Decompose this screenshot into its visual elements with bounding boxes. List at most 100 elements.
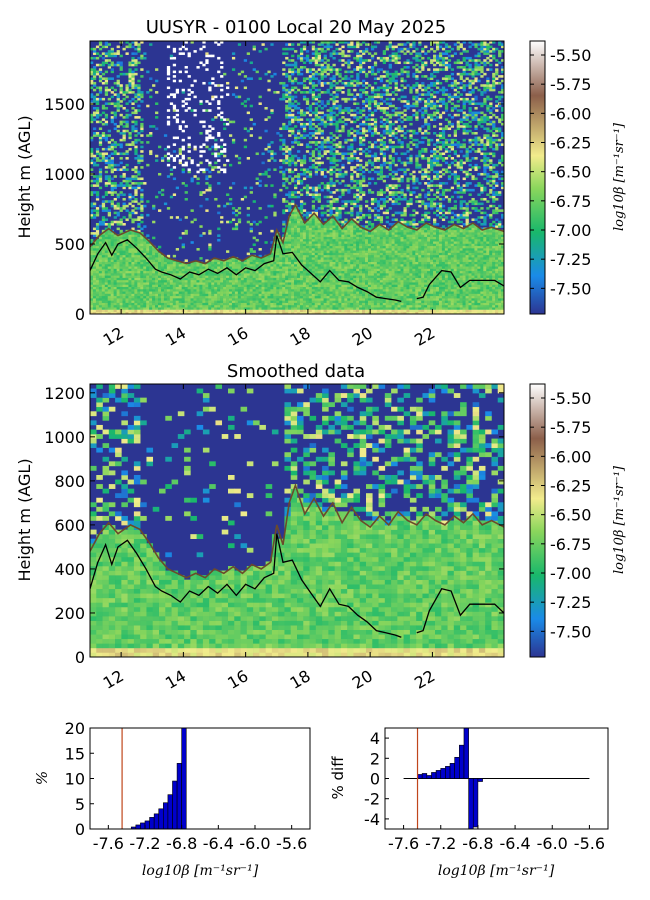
heatmap-cell [137, 161, 141, 165]
heatmap-cell [279, 275, 283, 278]
heatmap-cell [282, 177, 286, 181]
heatmap-cell [122, 254, 126, 258]
heatmap-cell [104, 207, 109, 210]
heatmap-cell [228, 293, 233, 297]
heatmap-cell [285, 109, 289, 112]
heatmap-cell [305, 216, 310, 219]
heatmap-cell [134, 273, 138, 276]
heatmap-cell [317, 268, 321, 272]
heatmap-cell [104, 52, 109, 55]
heatmap-cell [119, 291, 123, 294]
heatmap-cell [95, 72, 100, 76]
heatmap-cell [163, 307, 168, 310]
heatmap-cell [344, 170, 348, 174]
heatmap-cell [252, 291, 256, 294]
heatmap-cell [305, 257, 310, 260]
heatmap-cell [314, 147, 318, 151]
heatmap-cell [282, 84, 286, 87]
heatmap-cell [104, 250, 109, 253]
heatmap-cell [125, 275, 129, 278]
heatmap-cell [231, 282, 236, 285]
heatmap-cell [353, 227, 357, 231]
heatmap-cell [282, 86, 286, 90]
heatmap-cell [285, 127, 289, 131]
heatmap-cell [332, 56, 336, 60]
heatmap-cell [335, 93, 339, 96]
heatmap-cell [273, 309, 277, 313]
heatmap-cell [143, 309, 147, 313]
heatmap-cell [350, 223, 354, 226]
heatmap-cell [140, 238, 144, 242]
heatmap-cell [237, 286, 242, 290]
heatmap-cell [226, 295, 230, 299]
heatmap-cell [113, 257, 117, 260]
heatmap-cell [314, 238, 318, 242]
heatmap-cell [220, 288, 224, 292]
heatmap-cell [116, 109, 120, 112]
heatmap-cell [267, 254, 271, 258]
heatmap-cell [320, 266, 324, 269]
heatmap-cell [208, 81, 212, 85]
heatmap-cell [140, 127, 144, 131]
heatmap-cell [104, 298, 109, 301]
heatmap-cell [302, 91, 307, 94]
heatmap-cell [317, 254, 321, 258]
heatmap-cell [110, 61, 114, 65]
heatmap-cell [131, 275, 135, 278]
heatmap-cell [113, 116, 117, 119]
heatmap-cell [155, 261, 159, 265]
heatmap-cell [149, 248, 153, 251]
heatmap-cell [107, 293, 111, 297]
heatmap-cell [311, 122, 316, 126]
heatmap-cell [193, 275, 197, 278]
heatmap-cell [199, 145, 203, 149]
heatmap-cell [297, 211, 301, 215]
heatmap-cell [308, 193, 313, 196]
heatmap-cell [246, 286, 250, 290]
heatmap-cell [223, 300, 227, 303]
heatmap-cell [190, 268, 194, 272]
heatmap-cell [184, 302, 188, 306]
heatmap-cell [338, 243, 342, 247]
heatmap-cell [311, 72, 316, 76]
heatmap-cell [294, 227, 298, 231]
heatmap-cell [149, 77, 153, 80]
heatmap-cell [323, 252, 327, 256]
heatmap-cell [107, 97, 111, 101]
heatmap-cell [90, 86, 94, 90]
heatmap-cell [353, 166, 357, 169]
heatmap-cell [314, 132, 318, 135]
heatmap-cell [317, 291, 321, 294]
heatmap-cell [297, 177, 301, 181]
heatmap-cell [175, 113, 180, 117]
heatmap-cell [107, 234, 111, 237]
heatmap-cell [158, 304, 162, 308]
heatmap-cell [320, 275, 324, 278]
heatmap-cell [152, 204, 156, 208]
heatmap-cell [311, 163, 316, 167]
heatmap-cell [323, 284, 327, 287]
heatmap-cell [140, 118, 144, 121]
heatmap-cell [178, 270, 182, 274]
heatmap-cell [104, 159, 109, 162]
heatmap-cell [288, 307, 292, 310]
heatmap-cell [107, 225, 111, 228]
heatmap-cell [288, 263, 292, 267]
heatmap-cell [98, 136, 103, 140]
heatmap-cell [234, 304, 239, 308]
heatmap-cell [128, 177, 132, 181]
heatmap-cell [302, 254, 307, 258]
heatmap-cell [255, 270, 259, 274]
heatmap-cell [305, 188, 310, 192]
heatmap-cell [211, 293, 215, 297]
heatmap-cell [329, 238, 333, 242]
heatmap-cell [128, 213, 132, 217]
heatmap-cell [234, 209, 239, 212]
heatmap-cell [110, 273, 114, 276]
heatmap-cell [288, 111, 292, 115]
heatmap-cell [228, 266, 233, 269]
heatmap-cell [113, 302, 117, 306]
heatmap-cell [297, 293, 301, 297]
heatmap-cell [320, 118, 324, 121]
heatmap-cell [196, 309, 200, 313]
